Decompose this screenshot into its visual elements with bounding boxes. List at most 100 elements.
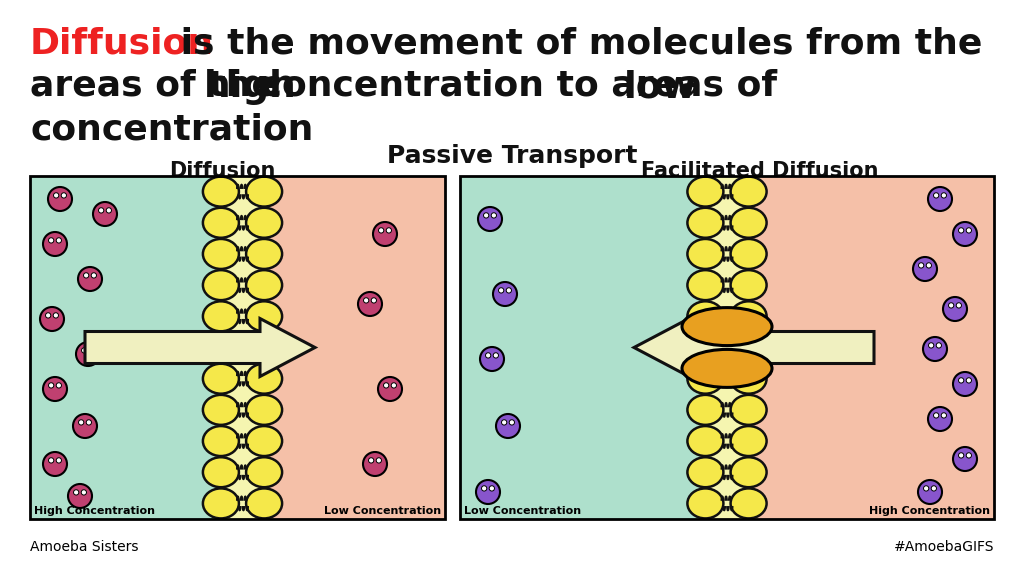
Ellipse shape xyxy=(203,208,239,238)
Circle shape xyxy=(943,297,967,321)
Circle shape xyxy=(106,208,112,213)
Ellipse shape xyxy=(687,301,723,331)
Circle shape xyxy=(373,222,397,246)
Ellipse shape xyxy=(203,488,239,518)
Ellipse shape xyxy=(203,270,239,300)
Circle shape xyxy=(941,413,946,418)
Ellipse shape xyxy=(730,270,767,300)
Ellipse shape xyxy=(730,364,767,394)
Circle shape xyxy=(934,193,939,198)
Ellipse shape xyxy=(730,488,767,518)
Ellipse shape xyxy=(246,301,282,331)
Text: Low Concentration: Low Concentration xyxy=(324,506,441,516)
Circle shape xyxy=(43,377,67,401)
Circle shape xyxy=(386,228,391,233)
Ellipse shape xyxy=(246,488,282,518)
Ellipse shape xyxy=(730,301,767,331)
Circle shape xyxy=(919,263,924,268)
Text: is the movement of molecules from the: is the movement of molecules from the xyxy=(168,26,982,60)
Circle shape xyxy=(502,420,507,425)
Text: #AmoebaGIFS: #AmoebaGIFS xyxy=(894,540,994,554)
Circle shape xyxy=(45,313,51,318)
Circle shape xyxy=(358,292,382,316)
Text: Amoeba Sisters: Amoeba Sisters xyxy=(30,540,138,554)
Circle shape xyxy=(78,267,102,291)
Text: concentration: concentration xyxy=(30,112,313,146)
Ellipse shape xyxy=(246,239,282,269)
Circle shape xyxy=(494,353,499,358)
Circle shape xyxy=(958,453,964,458)
Circle shape xyxy=(48,457,54,463)
Ellipse shape xyxy=(687,457,723,487)
Circle shape xyxy=(499,288,504,293)
Ellipse shape xyxy=(687,395,723,425)
Circle shape xyxy=(967,378,972,383)
Circle shape xyxy=(489,486,495,491)
FancyArrow shape xyxy=(85,319,315,377)
Ellipse shape xyxy=(730,208,767,238)
Ellipse shape xyxy=(687,270,723,300)
Circle shape xyxy=(956,302,962,308)
Ellipse shape xyxy=(687,177,723,207)
Ellipse shape xyxy=(730,177,767,207)
Ellipse shape xyxy=(730,239,767,269)
Circle shape xyxy=(76,342,100,366)
Text: Passive Transport: Passive Transport xyxy=(387,144,637,168)
Circle shape xyxy=(958,228,964,233)
Text: High Concentration: High Concentration xyxy=(869,506,990,516)
Circle shape xyxy=(931,486,937,491)
Bar xyxy=(702,176,752,519)
Circle shape xyxy=(68,484,92,508)
Circle shape xyxy=(81,490,86,495)
Ellipse shape xyxy=(203,177,239,207)
Ellipse shape xyxy=(687,364,723,394)
Ellipse shape xyxy=(246,364,282,394)
Text: Diffusion: Diffusion xyxy=(169,161,275,181)
Circle shape xyxy=(43,232,67,256)
Circle shape xyxy=(84,273,89,278)
Circle shape xyxy=(476,480,500,504)
Bar xyxy=(30,176,238,519)
Ellipse shape xyxy=(246,177,282,207)
Circle shape xyxy=(56,457,61,463)
Ellipse shape xyxy=(246,332,282,363)
Text: High Concentration: High Concentration xyxy=(34,506,155,516)
Circle shape xyxy=(941,193,946,198)
Circle shape xyxy=(48,238,54,243)
Circle shape xyxy=(967,453,972,458)
Circle shape xyxy=(362,452,387,476)
Circle shape xyxy=(376,457,382,463)
Text: concentration to areas of: concentration to areas of xyxy=(248,69,790,103)
Circle shape xyxy=(493,282,517,306)
Circle shape xyxy=(928,187,952,211)
Circle shape xyxy=(79,420,84,425)
Circle shape xyxy=(86,420,91,425)
Ellipse shape xyxy=(682,350,772,387)
Circle shape xyxy=(924,486,929,491)
Ellipse shape xyxy=(246,208,282,238)
Ellipse shape xyxy=(203,332,239,363)
Ellipse shape xyxy=(203,426,239,456)
Circle shape xyxy=(73,414,97,438)
Ellipse shape xyxy=(246,426,282,456)
Ellipse shape xyxy=(730,457,767,487)
Ellipse shape xyxy=(687,426,723,456)
Circle shape xyxy=(948,302,953,308)
FancyArrow shape xyxy=(634,319,874,377)
Circle shape xyxy=(384,383,389,388)
Circle shape xyxy=(48,187,72,211)
Text: high: high xyxy=(204,69,297,105)
Circle shape xyxy=(506,288,511,293)
Circle shape xyxy=(478,207,502,231)
Circle shape xyxy=(74,490,79,495)
Circle shape xyxy=(485,353,490,358)
Ellipse shape xyxy=(203,457,239,487)
Circle shape xyxy=(492,213,497,218)
Circle shape xyxy=(953,447,977,471)
Circle shape xyxy=(93,202,117,226)
Ellipse shape xyxy=(203,301,239,331)
Ellipse shape xyxy=(730,395,767,425)
Circle shape xyxy=(929,343,934,348)
Circle shape xyxy=(934,413,939,418)
Ellipse shape xyxy=(730,332,767,363)
